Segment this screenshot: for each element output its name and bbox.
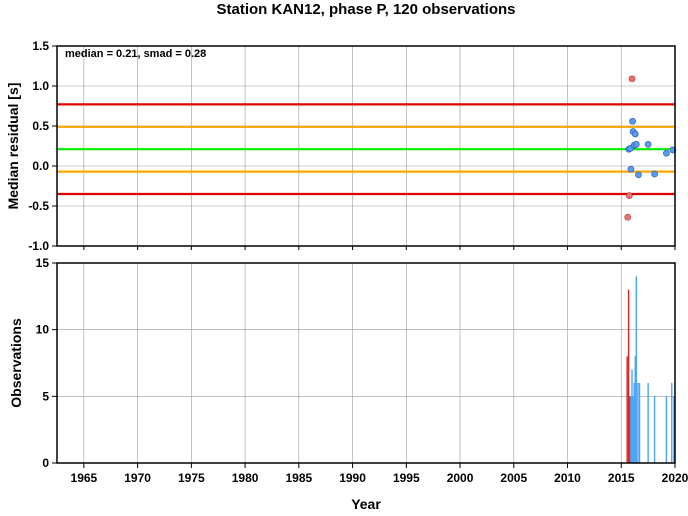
- observations-panel: 1965 1970 1975 1980 1985 1990 1995 2000 2005 2010…: [36, 256, 688, 485]
- observations-y-tick-label: 10: [36, 323, 50, 337]
- observations-x-tick-label: 1970: [124, 471, 151, 485]
- observations-plot-frame: [56, 262, 676, 464]
- residual-y-tick-label: 0.0: [32, 159, 49, 173]
- residual-y-tick-label: 0.5: [32, 119, 49, 133]
- residual-y-tick-label: -1.0: [28, 239, 49, 253]
- outlier-residual-point: [624, 213, 632, 221]
- year-x-axis-label: Year: [351, 496, 381, 511]
- residual-panel: -1.0 -0.5 0.0 0.5 1.0 1.5: [28, 39, 677, 253]
- residual-point: [651, 170, 658, 178]
- observations-x-tick-label: 1965: [71, 471, 98, 485]
- residual-point: [663, 149, 670, 157]
- observations-x-tick-label: 1990: [339, 471, 366, 485]
- median-smad-annotation: median = 0.21, smad = 0.28: [65, 48, 206, 60]
- observations-plot-background: [57, 263, 675, 463]
- residual-point: [635, 171, 642, 179]
- observations-y-axis-label: Observations: [8, 318, 24, 408]
- observations-x-tick-label: 1985: [285, 471, 312, 485]
- observations-y-tick-label: 5: [42, 389, 49, 403]
- observations-x-tick-label: 1980: [232, 471, 259, 485]
- chart-title: Station KAN12, phase P, 120 observations: [217, 1, 516, 18]
- residual-y-tick-label: 1.5: [32, 39, 49, 53]
- residual-y-axis-label: Median residual [s]: [5, 83, 21, 210]
- observations-x-tick-label: 2015: [608, 471, 635, 485]
- residual-point: [629, 117, 636, 125]
- outlier-residual-point: [625, 192, 633, 199]
- residual-y-tick-label: 1.0: [32, 79, 49, 93]
- residual-point: [632, 141, 640, 148]
- observations-x-tick-label: 2000: [447, 471, 474, 485]
- residual-point: [631, 130, 639, 138]
- residual-plot-background: [57, 46, 675, 246]
- residual-plot-frame: [56, 45, 676, 247]
- residual-point: [627, 165, 635, 173]
- outlier-residual-point: [628, 75, 636, 83]
- residual-y-tick-label: -0.5: [28, 199, 49, 213]
- observations-y-tick-label: 15: [36, 256, 50, 270]
- observations-x-tick-label: 1995: [393, 471, 420, 485]
- observations-x-tick-label: 2020: [662, 471, 688, 485]
- observations-x-tick-label: 2005: [500, 471, 527, 485]
- observations-y-tick-label: 0: [42, 456, 49, 470]
- observations-x-tick-label: 2010: [554, 471, 581, 485]
- residual-point: [644, 141, 652, 148]
- observations-x-tick-label: 1975: [178, 471, 205, 485]
